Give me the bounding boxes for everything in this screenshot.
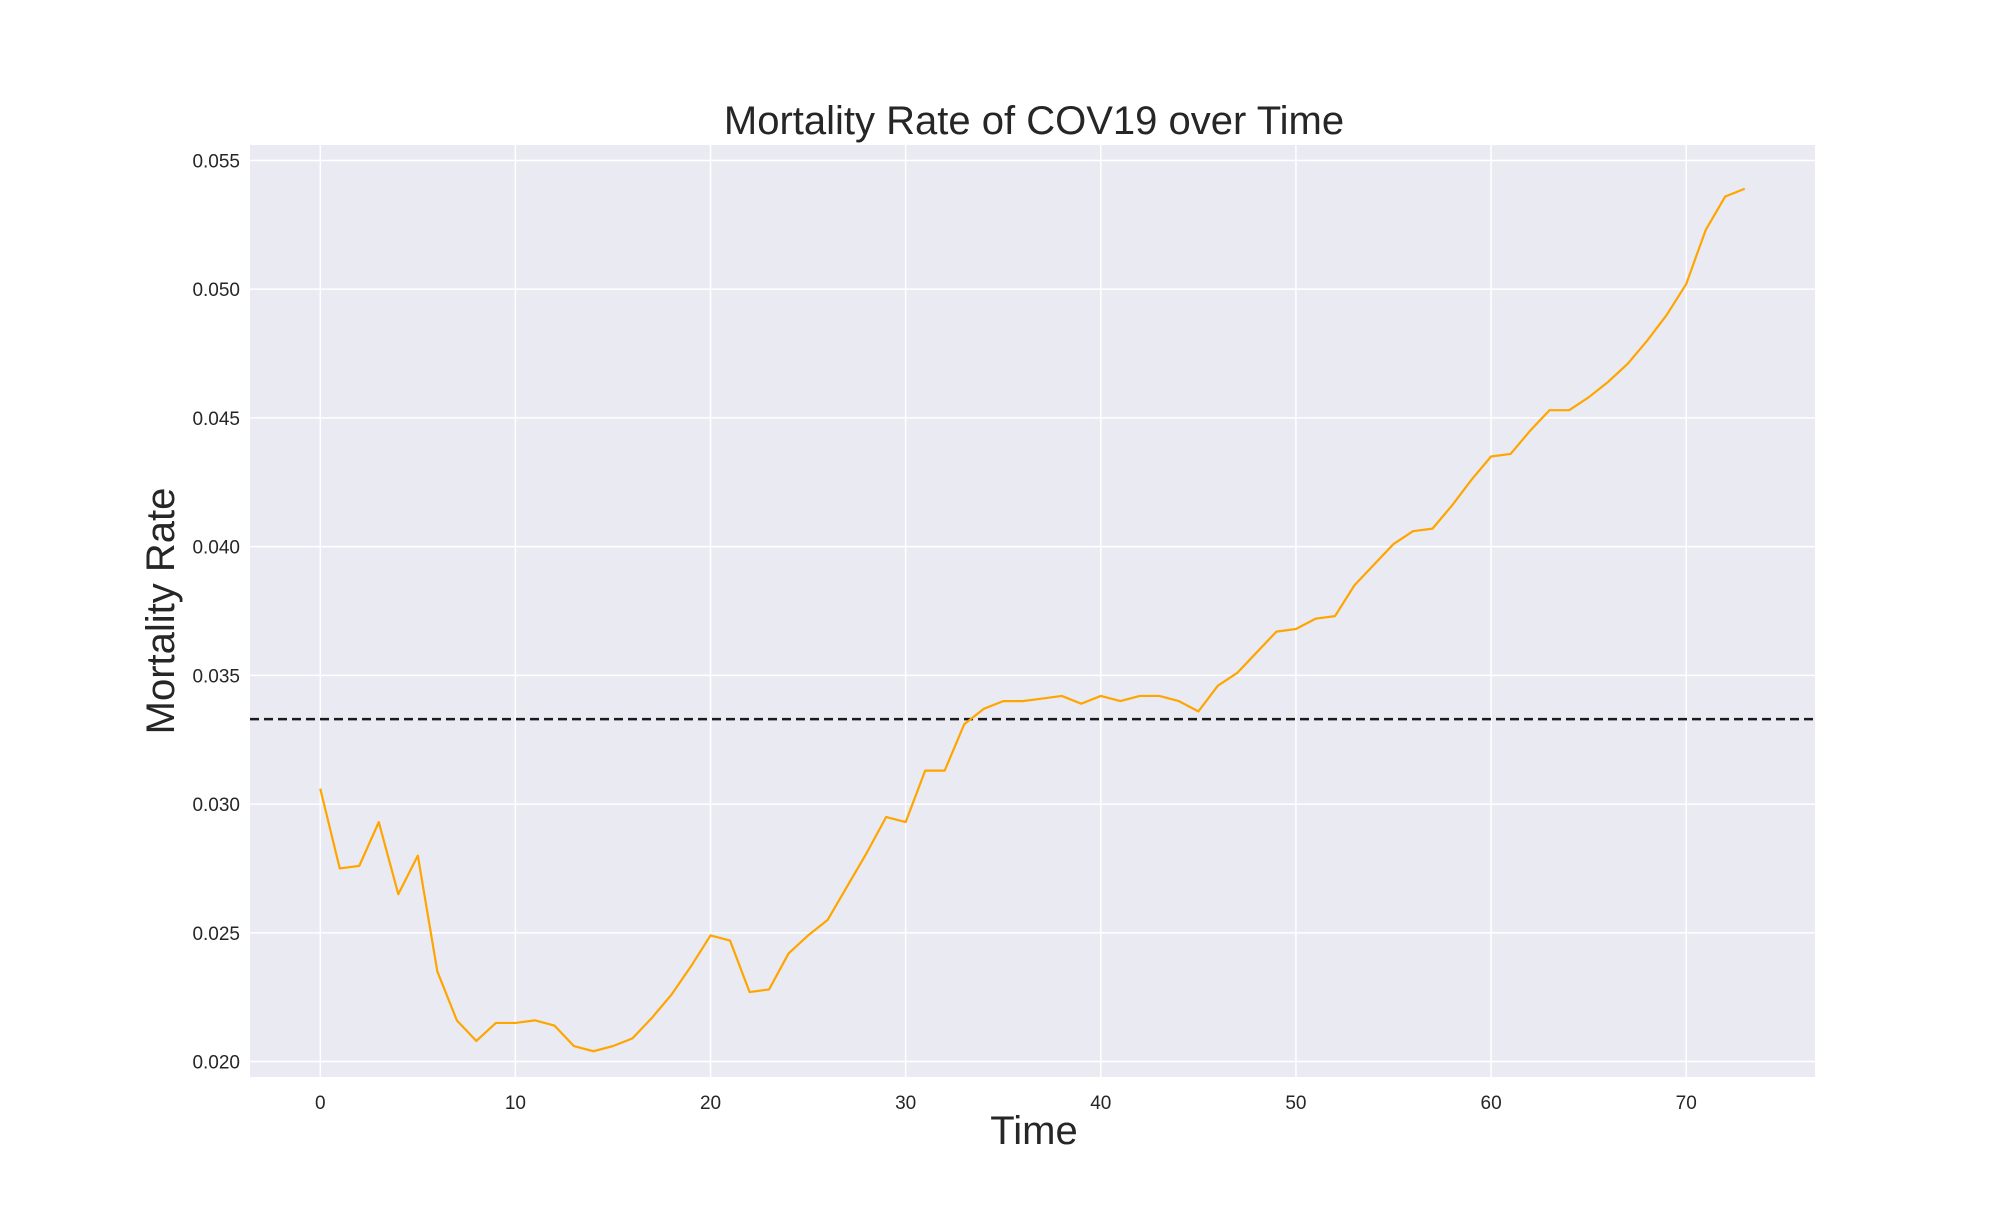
x-tick-label: 50 [1285,1093,1306,1114]
chart-title: Mortality Rate of COV19 over Time [724,99,1344,143]
x-tick-label: 40 [1090,1093,1111,1114]
x-tick-label: 60 [1481,1093,1502,1114]
x-axis-title: Time [990,1109,1077,1153]
y-axis-title: Mortality Rate [139,488,183,735]
y-tick-label: 0.020 [192,1053,240,1074]
y-tick-label: 0.045 [192,409,240,430]
y-tick-label: 0.040 [192,538,240,559]
x-tick-label: 20 [700,1093,721,1114]
series-line [319,187,1746,1053]
y-tick-label: 0.050 [192,280,240,301]
series-layer [319,187,1746,1053]
x-tick-label: 30 [895,1093,916,1114]
y-tick-label: 0.025 [192,924,240,945]
y-tick-label: 0.035 [192,666,240,687]
x-tick-label: 0 [315,1093,326,1114]
plot-background [250,145,1815,1077]
y-tick-labels: 0.020 0.025 0.030 0.035 0.040 0.045 0.050 0.055 [192,151,240,1073]
x-tick-labels: 0 10 20 30 40 50 60 70 [315,1093,1697,1114]
x-tick-label: 70 [1676,1093,1697,1114]
y-tick-label: 0.030 [192,795,240,816]
y-tick-label: 0.055 [192,151,240,172]
grid-layer [250,145,1815,1077]
x-tick-label: 10 [505,1093,526,1114]
